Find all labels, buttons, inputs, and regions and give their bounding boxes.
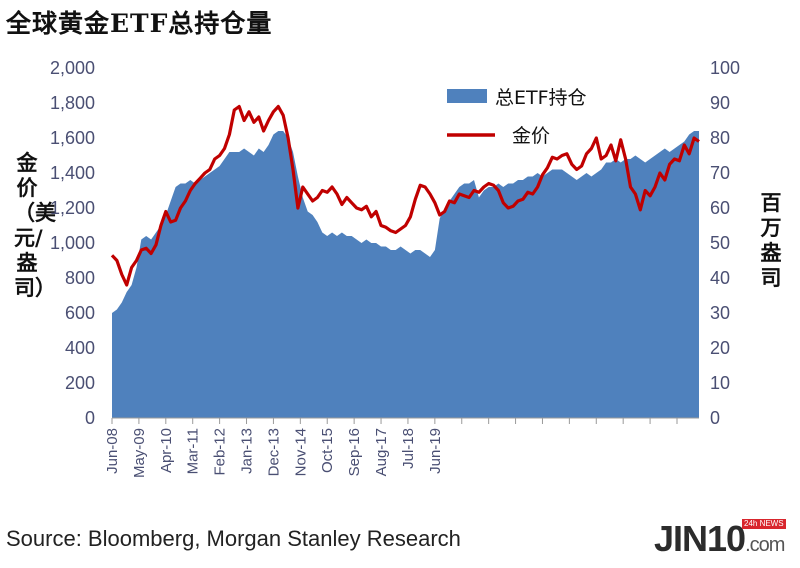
left-tick-label: 800: [65, 268, 95, 288]
left-tick-label: 0: [85, 408, 95, 428]
left-tick-label: 1,400: [50, 163, 95, 183]
left-tick-label: 600: [65, 303, 95, 323]
right-tick-label: 70: [710, 163, 730, 183]
x-tick-label: Jul-18: [400, 428, 417, 469]
legend: 总ETF持仓 金价: [447, 87, 587, 147]
left-tick-label: 200: [65, 373, 95, 393]
x-tick-label: Mar-11: [185, 428, 202, 474]
x-tick-label: Jan-13: [239, 428, 256, 474]
right-axis-title: 百万盎司: [760, 190, 782, 290]
x-tick-label: Jun-08: [104, 428, 121, 474]
right-tick-label: 30: [710, 303, 730, 323]
legend-label-holdings: 总ETF持仓: [495, 87, 587, 109]
line-layer: [110, 104, 700, 287]
source-note: Source: Bloomberg, Morgan Stanley Resear…: [6, 526, 461, 551]
x-tick-label: Oct-15: [319, 428, 336, 473]
right-tick-label: 80: [710, 128, 730, 148]
x-tick-label: Nov-14: [292, 428, 309, 476]
right-tick-label: 40: [710, 268, 730, 288]
right-tick-label: 0: [710, 408, 720, 428]
chart-title: 全球黄金ETF总持仓量: [6, 9, 273, 38]
left-tick-label: 1,600: [50, 128, 95, 148]
right-tick-label: 100: [710, 58, 740, 78]
left-tick-label: 400: [65, 338, 95, 358]
watermark-brand: JIN10: [654, 518, 746, 559]
jin10-logo: JIN10.com: [654, 518, 785, 560]
left-tick-label: 1,200: [50, 198, 95, 218]
legend-label-price: 金价: [512, 125, 550, 147]
left-tick-label: 2,000: [50, 58, 95, 78]
right-tick-label: 60: [710, 198, 730, 218]
x-tick-label: Sep-16: [346, 428, 363, 476]
gold-price-line: [110, 104, 700, 287]
etf-holdings-area: [112, 131, 699, 418]
x-tick-label: Aug-17: [373, 428, 390, 476]
x-tick-label: Jun-19: [427, 428, 444, 474]
axis-layer: 02004006008001,0001,2001,4001,6001,8002,…: [50, 58, 740, 478]
right-tick-label: 20: [710, 338, 730, 358]
watermark-tag: 24h NEWS: [742, 519, 786, 529]
area-layer: [112, 131, 699, 418]
legend-swatch-holdings: [447, 89, 487, 103]
x-tick-label: Feb-12: [212, 428, 229, 476]
right-tick-label: 50: [710, 233, 730, 253]
left-tick-label: 1,000: [50, 233, 95, 253]
x-tick-label: Dec-13: [265, 428, 282, 476]
right-tick-label: 90: [710, 93, 730, 113]
left-tick-label: 1,800: [50, 93, 95, 113]
watermark-domain: .com: [745, 534, 785, 556]
x-tick-label: Apr-10: [158, 428, 175, 473]
x-tick-label: May-09: [131, 428, 148, 478]
right-tick-label: 10: [710, 373, 730, 393]
